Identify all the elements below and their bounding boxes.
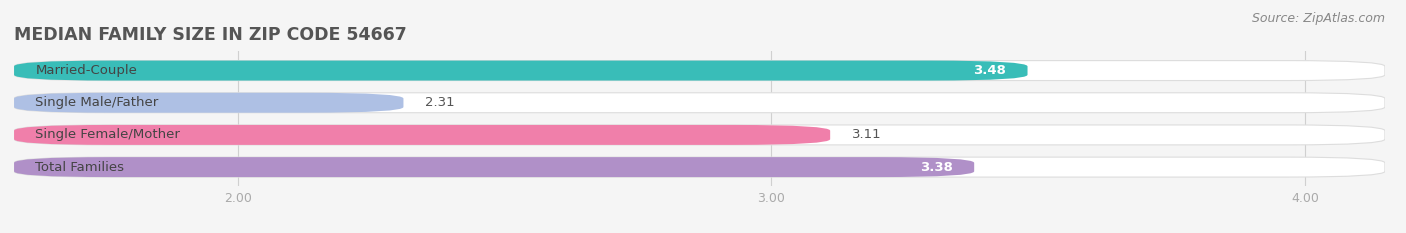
FancyBboxPatch shape xyxy=(14,93,1385,113)
Text: Single Male/Father: Single Male/Father xyxy=(35,96,159,109)
Text: 3.11: 3.11 xyxy=(852,128,882,141)
Text: 2.31: 2.31 xyxy=(425,96,454,109)
Text: Total Families: Total Families xyxy=(35,161,124,174)
Text: Source: ZipAtlas.com: Source: ZipAtlas.com xyxy=(1251,12,1385,25)
Text: MEDIAN FAMILY SIZE IN ZIP CODE 54667: MEDIAN FAMILY SIZE IN ZIP CODE 54667 xyxy=(14,26,406,44)
FancyBboxPatch shape xyxy=(14,61,1385,81)
Text: Married-Couple: Married-Couple xyxy=(35,64,138,77)
FancyBboxPatch shape xyxy=(14,157,974,177)
Text: 3.38: 3.38 xyxy=(920,161,953,174)
FancyBboxPatch shape xyxy=(14,93,404,113)
Text: Single Female/Mother: Single Female/Mother xyxy=(35,128,180,141)
FancyBboxPatch shape xyxy=(14,157,1385,177)
Text: 3.48: 3.48 xyxy=(973,64,1007,77)
FancyBboxPatch shape xyxy=(14,125,830,145)
FancyBboxPatch shape xyxy=(14,61,1028,81)
FancyBboxPatch shape xyxy=(14,125,1385,145)
